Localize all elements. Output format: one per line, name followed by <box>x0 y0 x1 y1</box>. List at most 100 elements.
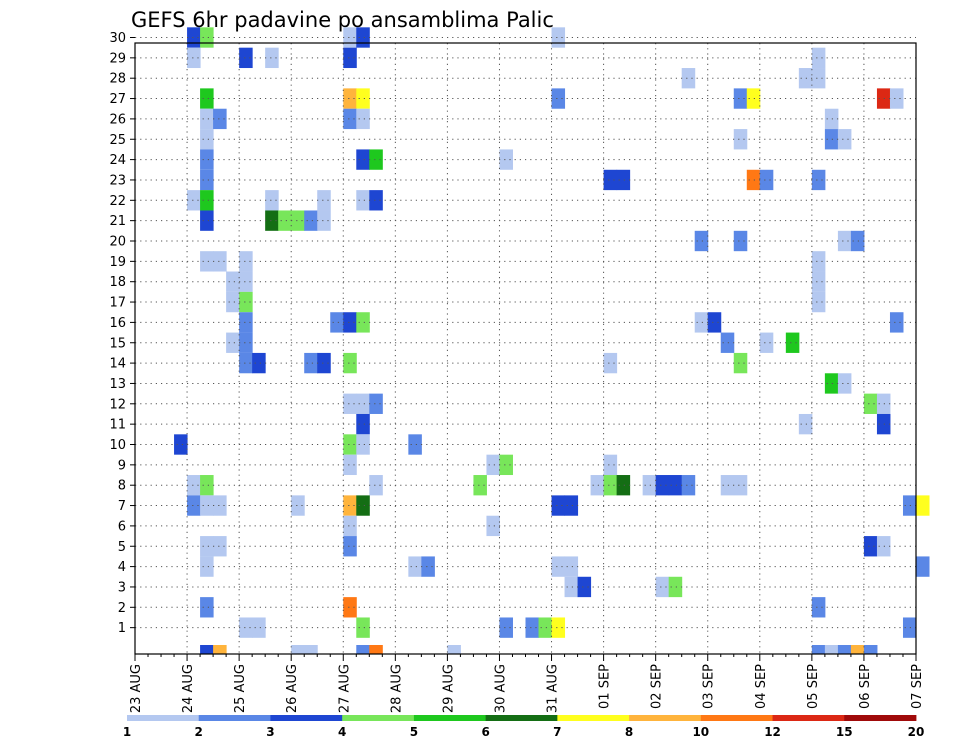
x-tick-label: 26 AUG <box>285 664 300 713</box>
precip-cell <box>291 645 305 654</box>
precip-cell <box>759 332 774 353</box>
precip-cell <box>356 413 370 435</box>
colorbar-label: 20 <box>908 725 925 739</box>
precip-cell <box>200 645 214 654</box>
y-tick-label: 21 <box>109 214 126 229</box>
precip-cell <box>863 536 878 557</box>
y-tick-label: 28 <box>109 72 126 87</box>
y-tick-label: 19 <box>109 255 126 270</box>
precip-cell <box>343 108 357 130</box>
precip-cell <box>239 352 253 374</box>
precip-cell <box>733 352 748 374</box>
precip-cell <box>369 393 383 414</box>
colorbar-swatch <box>342 715 415 721</box>
precip-cell <box>863 645 878 654</box>
x-tick-label: 27 AUG <box>337 664 352 713</box>
colorbar-label: 3 <box>266 725 274 739</box>
precip-cell <box>226 291 240 313</box>
precip-cell <box>551 556 566 577</box>
precip-cell <box>551 88 566 109</box>
precip-cell <box>187 190 201 211</box>
precip-cell <box>785 332 800 353</box>
precip-cell <box>889 312 904 333</box>
precip-cell <box>694 230 709 252</box>
precip-cell <box>499 149 513 170</box>
x-tick-label: 05 SEP <box>806 664 821 709</box>
precip-cell <box>343 597 357 618</box>
precip-cell <box>317 352 331 374</box>
precip-cell <box>590 475 605 496</box>
precip-cell <box>200 210 214 231</box>
y-tick-label: 10 <box>109 438 126 453</box>
precip-cell <box>811 47 826 69</box>
y-tick-label: 4 <box>118 560 126 575</box>
precip-cell <box>200 27 214 48</box>
precip-cell <box>863 393 878 414</box>
x-tick-label: 24 AUG <box>181 664 196 713</box>
precip-cell <box>369 149 383 170</box>
y-tick-label: 14 <box>109 357 126 372</box>
precip-cell <box>213 536 227 557</box>
precip-cell <box>343 536 357 557</box>
precip-cell <box>239 47 253 69</box>
x-tick-label: 03 SEP <box>702 664 717 709</box>
precip-cell <box>408 556 422 577</box>
y-tick-label: 30 <box>109 31 126 46</box>
colorbar-label: 10 <box>692 725 709 739</box>
precip-cell <box>564 495 579 516</box>
precip-cell <box>213 645 227 654</box>
y-tick-label: 11 <box>109 418 126 433</box>
precip-cell <box>850 230 865 252</box>
colorbar-swatch <box>844 715 917 721</box>
precip-cell <box>200 190 214 211</box>
y-tick-label: 18 <box>109 275 126 290</box>
precip-cell <box>239 312 253 333</box>
precip-cell <box>317 210 331 231</box>
colorbar-label: 7 <box>553 725 561 739</box>
precip-cell <box>343 352 357 374</box>
precip-cell <box>499 617 513 638</box>
x-tick-label: 30 AUG <box>493 664 508 713</box>
colorbar-label: 15 <box>836 725 853 739</box>
precip-cell <box>876 536 891 557</box>
precip-cell <box>343 312 357 333</box>
y-tick-label: 1 <box>118 621 126 636</box>
precip-cell <box>837 230 852 252</box>
colorbar-label: 12 <box>764 725 781 739</box>
x-tick-label: 04 SEP <box>754 664 769 709</box>
x-tick-label: 01 SEP <box>598 664 613 709</box>
precip-cell <box>343 88 357 109</box>
precip-cell <box>746 88 761 109</box>
precip-cell <box>356 27 370 48</box>
precip-cell <box>265 210 279 231</box>
x-tick-label: 02 SEP <box>650 664 665 709</box>
precip-cell <box>876 393 891 414</box>
y-tick-label: 2 <box>118 601 126 616</box>
precip-cell <box>733 230 748 252</box>
colorbar-label: 8 <box>625 725 633 739</box>
precip-cell <box>447 645 461 654</box>
precip-cell <box>616 475 631 496</box>
precip-cell <box>564 556 579 577</box>
precip-cell <box>551 495 566 516</box>
precip-cell <box>746 169 761 191</box>
colorbar-swatch <box>557 715 630 721</box>
precip-cell <box>200 475 214 496</box>
y-axis: 1234567891011121314151617181920212223242… <box>109 31 135 636</box>
precip-cell <box>343 434 357 455</box>
precip-cell <box>486 454 500 476</box>
colorbar-swatch <box>413 715 487 721</box>
precip-cell <box>239 617 253 638</box>
x-axis: 23 AUG 24 AUG 25 AUG 26 AUG 27 AUG 28 AUG 29 A… <box>129 654 925 713</box>
precip-cell <box>798 68 813 89</box>
precip-cell <box>213 251 227 272</box>
precip-cell <box>824 373 839 394</box>
precip-cell <box>733 475 748 496</box>
precip-cell <box>916 495 930 516</box>
precip-cell <box>200 129 214 150</box>
colorbar: 1 2 3 4 5 6 7 8 10 12 15 20 <box>123 715 925 739</box>
precip-cell <box>603 475 618 496</box>
precip-cell <box>811 271 826 292</box>
colorbar-swatch <box>700 715 773 721</box>
